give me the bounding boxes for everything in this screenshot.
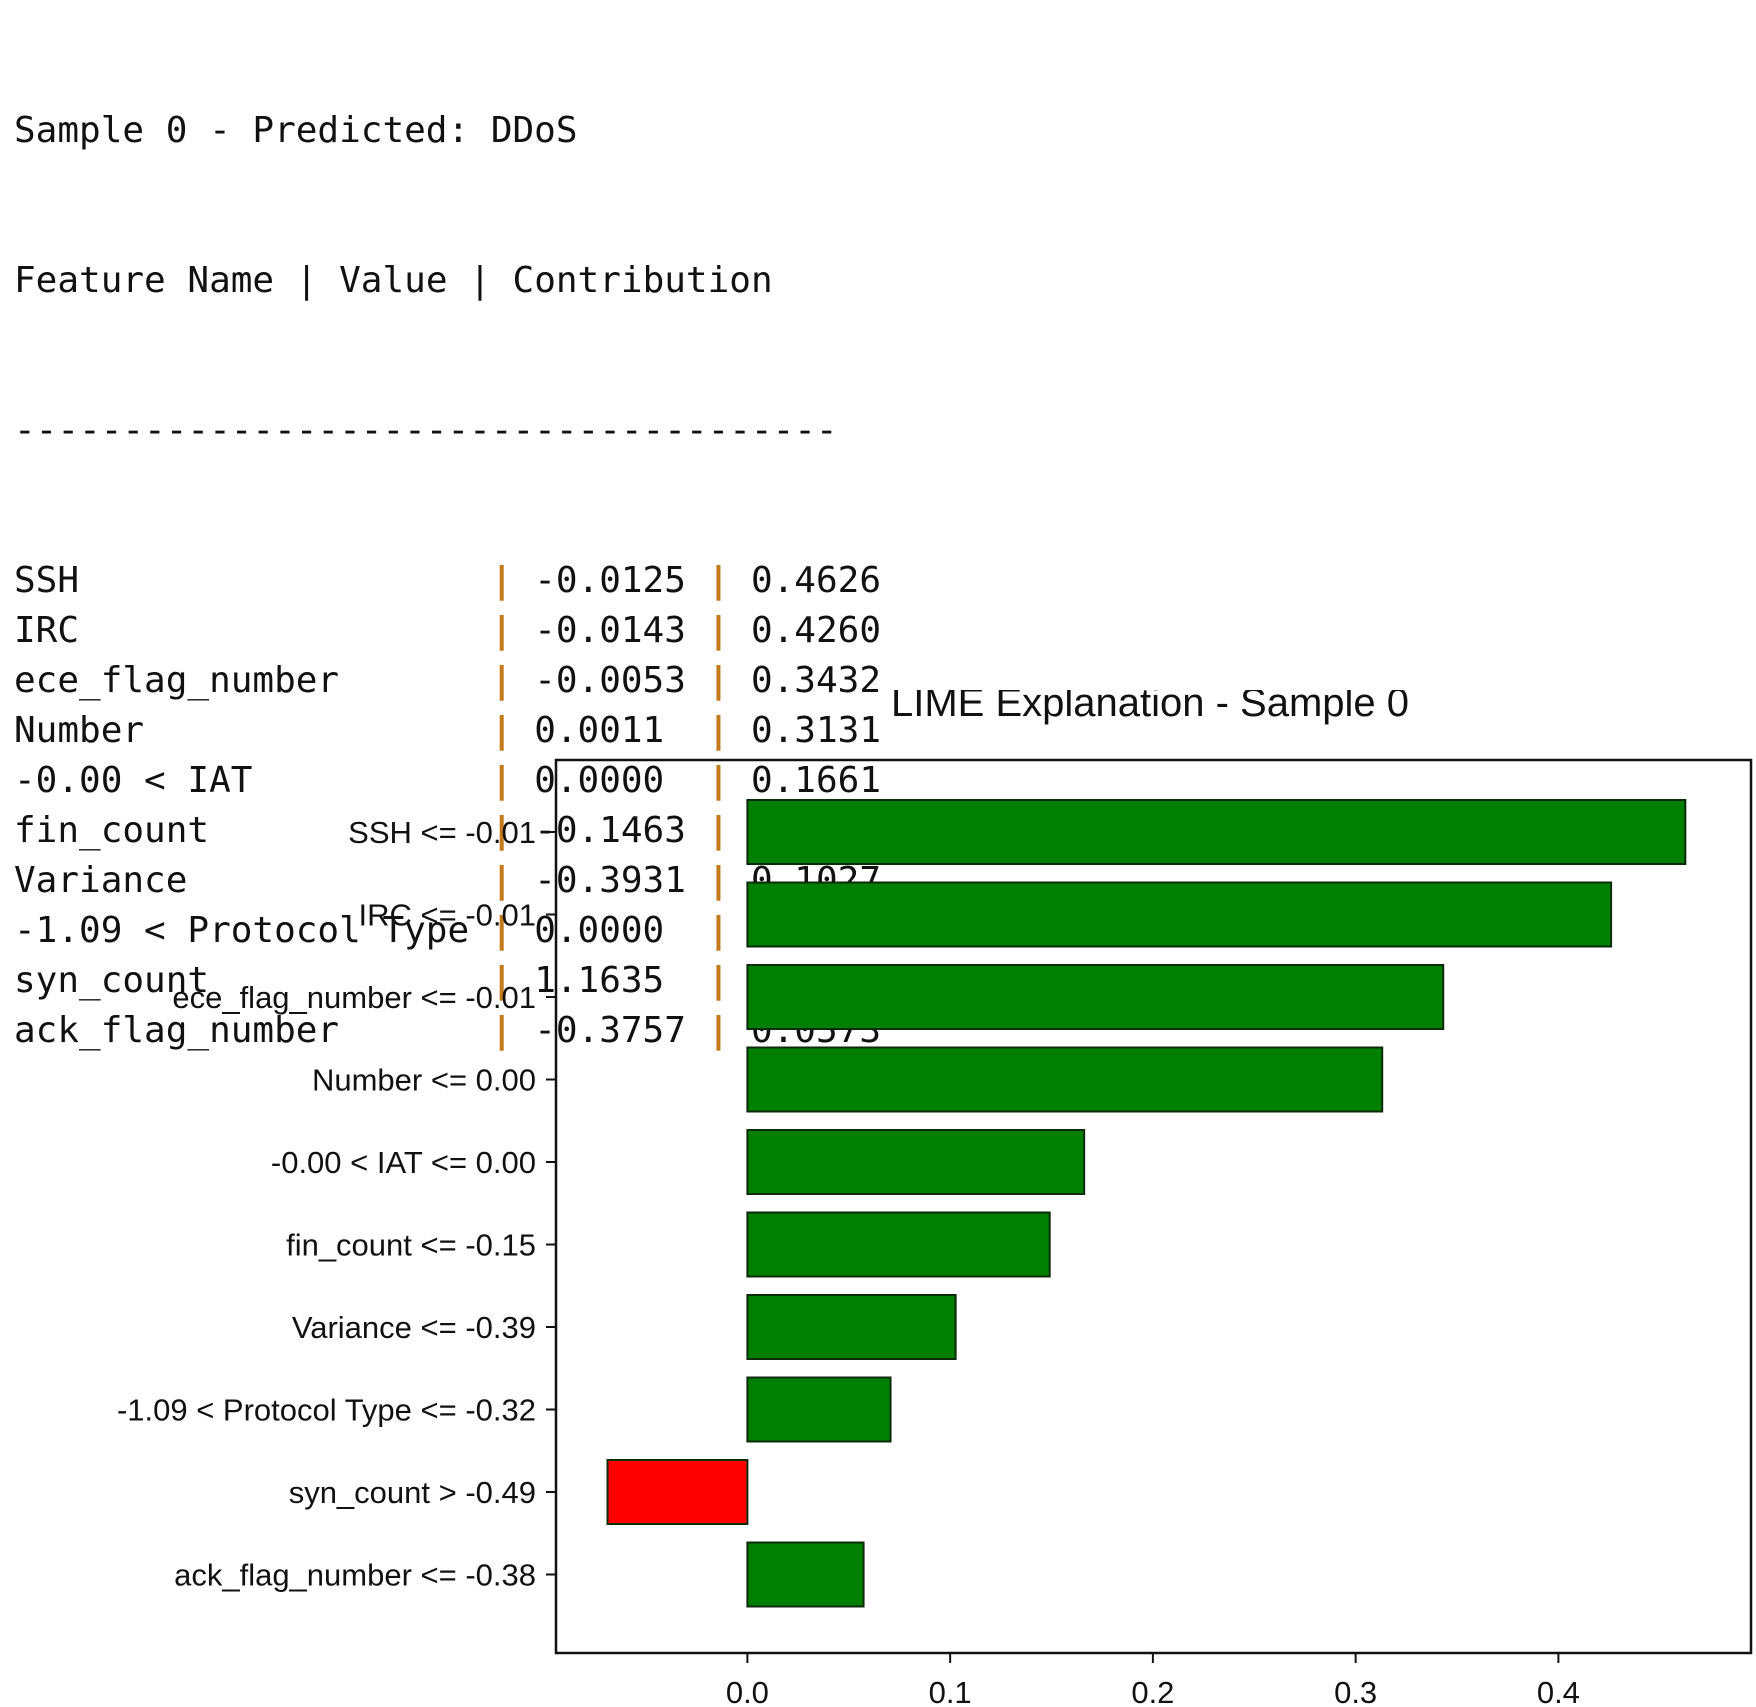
bar-3 <box>746 1046 1384 1113</box>
row-separator: | <box>707 710 730 751</box>
feature-name: fin_count <box>14 810 491 851</box>
row-separator: | <box>490 960 513 1001</box>
feature-row: Number | 0.0011 | 0.3131 <box>14 706 903 756</box>
bar-9 <box>746 1541 865 1608</box>
feature-value: -0.0053 <box>512 660 708 701</box>
bar-5 <box>746 1211 1051 1278</box>
y-tick-label: ece_flag_number <= -0.01 <box>172 980 536 1015</box>
row-separator: | <box>490 660 513 701</box>
feature-name: Variance <box>14 860 491 901</box>
y-tick-label: ack_flag_number <= -0.38 <box>174 1558 536 1593</box>
feature-name: syn_count <box>14 960 491 1001</box>
bar-6 <box>746 1294 957 1360</box>
y-tick-label: Variance <= -0.39 <box>292 1310 536 1345</box>
feature-name: ack_flag_number <box>14 1010 491 1051</box>
bar-8 <box>606 1459 749 1525</box>
y-tick-label: Number <= 0.00 <box>312 1063 536 1098</box>
y-tick-label: -0.00 < IAT <= 0.00 <box>271 1145 536 1180</box>
divider-line: -------------------------------------- <box>14 410 838 451</box>
x-tick-label: 0.3 <box>1334 1675 1377 1707</box>
y-tick-label: -1.09 < Protocol Type <= -0.32 <box>117 1393 536 1428</box>
x-tick-label: 0.4 <box>1537 1675 1580 1707</box>
x-tick-label: 0.0 <box>726 1675 769 1707</box>
bar-1 <box>746 881 1613 948</box>
bar-7 <box>746 1376 892 1443</box>
feature-value: -0.0125 <box>512 560 708 601</box>
row-separator: | <box>707 810 730 851</box>
column-separator: | <box>447 260 513 301</box>
column-separator: | <box>274 260 340 301</box>
column-header-label: Feature Name <box>14 260 275 301</box>
columns-header: Feature Name | Value | Contribution <box>14 256 903 306</box>
bar-0 <box>746 799 1687 865</box>
row-separator: | <box>707 860 730 901</box>
feature-value: -0.3757 <box>512 1010 708 1051</box>
feature-contribution: 0.4260 <box>729 610 881 651</box>
row-separator: | <box>490 910 513 951</box>
prediction-header: Sample 0 - Predicted: DDoS <box>14 110 578 151</box>
row-separator: | <box>490 560 513 601</box>
row-separator: | <box>707 610 730 651</box>
row-separator: | <box>707 910 730 951</box>
column-header-label: Value <box>339 260 448 301</box>
row-separator: | <box>490 710 513 751</box>
row-separator: | <box>707 660 730 701</box>
row-separator: | <box>707 560 730 601</box>
y-tick-label: fin_count <= -0.15 <box>286 1228 536 1263</box>
bar-4 <box>746 1129 1086 1195</box>
x-tick-label: 0.2 <box>1131 1675 1174 1707</box>
x-tick-label: 0.1 <box>929 1675 972 1707</box>
feature-row: SSH | -0.0125 | 0.4626 <box>14 556 903 606</box>
feature-name: -0.00 < IAT <box>14 760 491 801</box>
feature-value: 0.0011 <box>512 710 708 751</box>
feature-value: -0.3931 <box>512 860 708 901</box>
feature-contribution: 0.3131 <box>729 710 881 751</box>
feature-value: -0.1463 <box>512 810 708 851</box>
y-tick-label: IRC <= -0.01 <box>359 898 536 933</box>
bar-2 <box>746 964 1445 1030</box>
feature-name: SSH <box>14 560 491 601</box>
y-tick-label: SSH <= -0.01 <box>348 815 536 850</box>
feature-row: ece_flag_number | -0.0053 | 0.3432 <box>14 656 903 706</box>
y-tick-label: syn_count > -0.49 <box>289 1475 536 1510</box>
row-separator: | <box>707 960 730 1001</box>
row-separator: | <box>707 760 730 801</box>
feature-contribution: 0.1661 <box>729 760 881 801</box>
feature-name: -1.09 < Protocol Type <box>14 910 491 951</box>
feature-contribution: 0.3432 <box>729 660 881 701</box>
chart-title: LIME Explanation - Sample 0 <box>891 690 1409 725</box>
column-header-label: Contribution <box>512 260 773 301</box>
row-separator: | <box>490 760 513 801</box>
feature-name: Number <box>14 710 491 751</box>
row-separator: | <box>490 860 513 901</box>
row-separator: | <box>490 1010 513 1051</box>
row-separator: | <box>490 610 513 651</box>
feature-name: ece_flag_number <box>14 660 491 701</box>
lime-bar-chart: LIME Explanation - Sample 0 SSH <= -0.01… <box>117 690 1753 1707</box>
row-separator: | <box>707 1010 730 1051</box>
feature-contribution: 0.4626 <box>729 560 881 601</box>
feature-row: -0.00 < IAT | 0.0000 | 0.1661 <box>14 756 903 806</box>
feature-value: -0.0143 <box>512 610 708 651</box>
feature-name: IRC <box>14 610 491 651</box>
row-separator: | <box>490 810 513 851</box>
feature-row: IRC | -0.0143 | 0.4260 <box>14 606 903 656</box>
